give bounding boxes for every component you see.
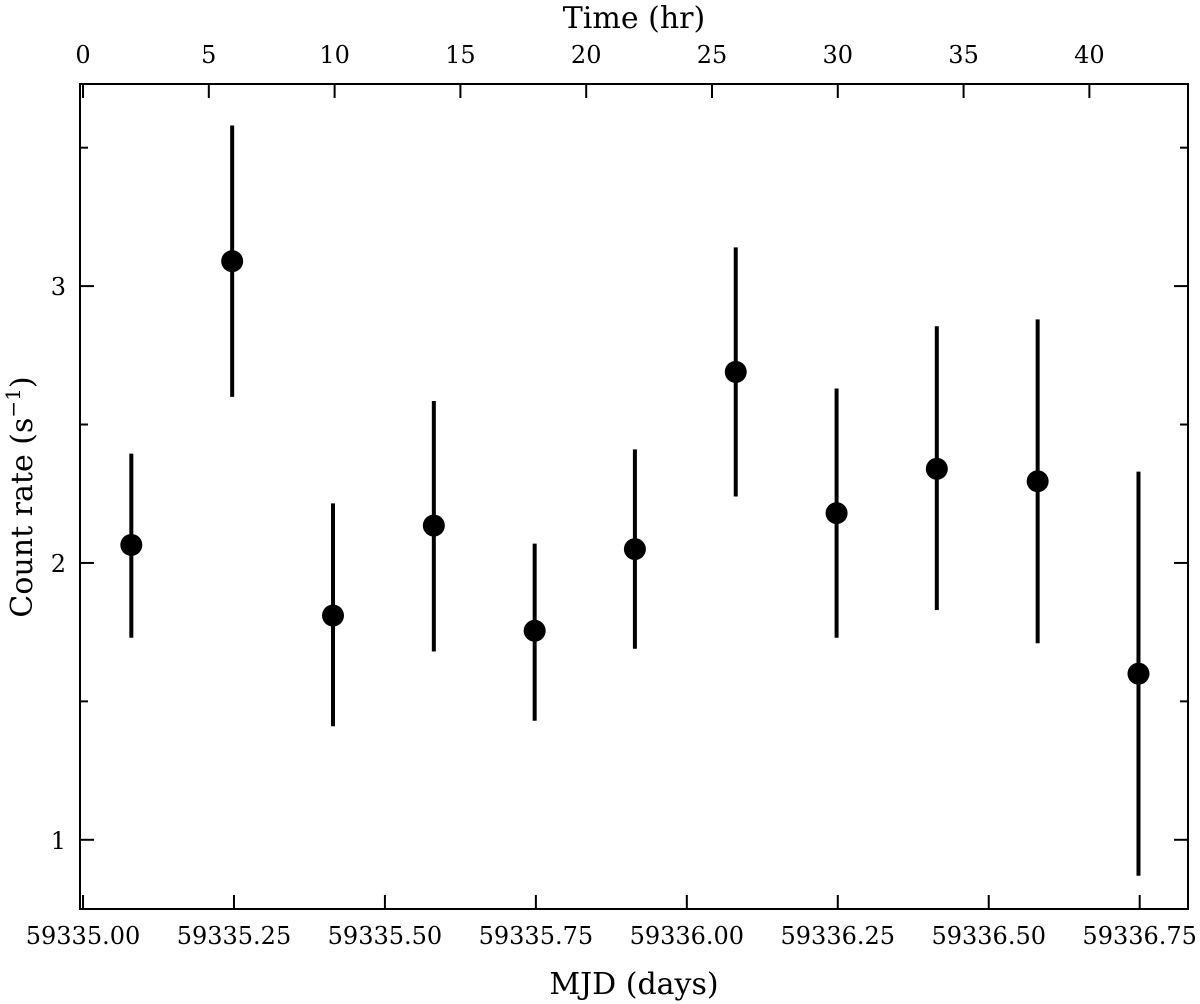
y-axis-title: Count rate (s−1)	[1, 376, 40, 617]
data-point	[120, 533, 143, 556]
top-x-tick-label: 15	[445, 41, 476, 69]
data-point	[825, 502, 848, 525]
x-tick-label: 59336.00	[630, 922, 745, 950]
x-axis-title: MJD (days)	[549, 967, 718, 1002]
top-x-tick-label: 10	[319, 41, 350, 69]
data-point	[523, 619, 546, 642]
top-x-tick-label: 20	[571, 41, 602, 69]
data-point	[724, 360, 747, 383]
data-point	[1127, 662, 1150, 685]
y-tick-label: 1	[51, 827, 66, 855]
x-tick-label: 59335.00	[26, 922, 141, 950]
y-axis-title-suffix: )	[5, 376, 40, 388]
axis-tick-labels: 59335.00 59335.25 59335.50 59335.75 59336.00…	[26, 41, 1197, 950]
y-axis-title-text: Count rate (s	[5, 418, 40, 618]
x-tick-label: 59336.25	[781, 922, 896, 950]
axis-ticks	[80, 84, 1188, 909]
data-point	[925, 457, 948, 480]
top-axis-title: Time (hr)	[563, 1, 705, 36]
x-tick-label: 59336.50	[931, 922, 1046, 950]
plot-frame	[79, 83, 1189, 910]
data-point	[321, 604, 344, 627]
top-x-tick-label: 40	[1074, 41, 1105, 69]
top-x-tick-label: 30	[823, 41, 854, 69]
data-point	[1026, 470, 1049, 493]
x-tick-label: 59336.75	[1082, 922, 1197, 950]
top-x-tick-label: 35	[948, 41, 979, 69]
y-tick-label: 3	[51, 273, 66, 301]
y-tick-label: 2	[51, 550, 66, 578]
x-tick-label: 59335.75	[479, 922, 594, 950]
error-bars	[129, 125, 1141, 876]
x-tick-label: 59335.25	[177, 922, 292, 950]
data-point	[221, 250, 244, 273]
top-x-tick-label: 5	[201, 41, 216, 69]
x-tick-label: 59335.50	[328, 922, 443, 950]
data-point	[422, 514, 445, 537]
top-x-tick-label: 25	[697, 41, 728, 69]
data-markers	[120, 250, 1150, 685]
y-axis-title-exponent: −1	[1, 388, 25, 417]
data-point	[623, 538, 646, 561]
top-x-tick-label: 0	[75, 41, 90, 69]
